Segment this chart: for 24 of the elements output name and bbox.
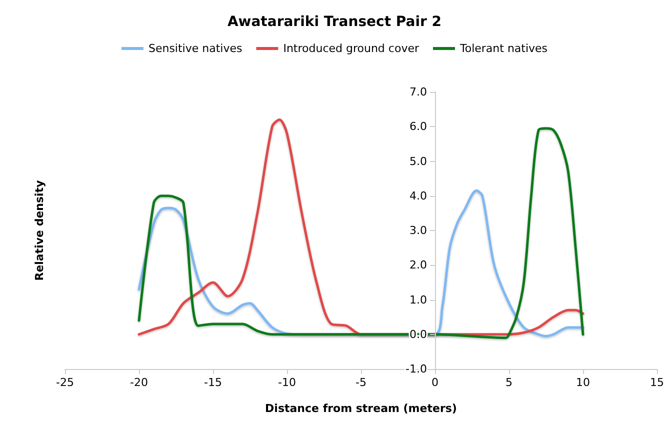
x-tick-label: 0	[432, 376, 438, 389]
legend-label: Tolerant natives	[458, 42, 548, 55]
x-tick-label: 10	[576, 376, 590, 389]
x-tick-label: -5	[356, 376, 366, 389]
x-tick-label: -25	[56, 376, 74, 389]
y-tick-label: 1.0	[410, 293, 427, 306]
y-tick-label: 2.0	[410, 258, 427, 272]
y-tick-label: -1.0	[406, 362, 427, 376]
legend-label: Sensitive natives	[148, 42, 242, 55]
y-tick-label: 4.0	[410, 189, 427, 202]
y-tick-label: 3.0	[410, 224, 427, 237]
x-tick-label: -10	[278, 376, 296, 389]
x-tick-label: 15	[650, 376, 664, 389]
y-tick-label: 0.0	[410, 328, 427, 341]
chart-title: Awatarariki Transect Pair 2	[227, 14, 442, 30]
x-axis-title: Distance from stream (meters)	[265, 402, 457, 415]
legend-label: Introduced ground cover	[283, 42, 420, 55]
y-tick-label: 7.0	[410, 86, 427, 98]
x-tick-label: -15	[204, 376, 222, 389]
x-tick-label: 5	[506, 376, 512, 389]
x-tick-label: -20	[130, 376, 148, 389]
y-axis-title: Relative density	[33, 180, 46, 281]
y-tick-label: 5.0	[410, 154, 427, 168]
y-tick-label: 6.0	[410, 120, 427, 134]
